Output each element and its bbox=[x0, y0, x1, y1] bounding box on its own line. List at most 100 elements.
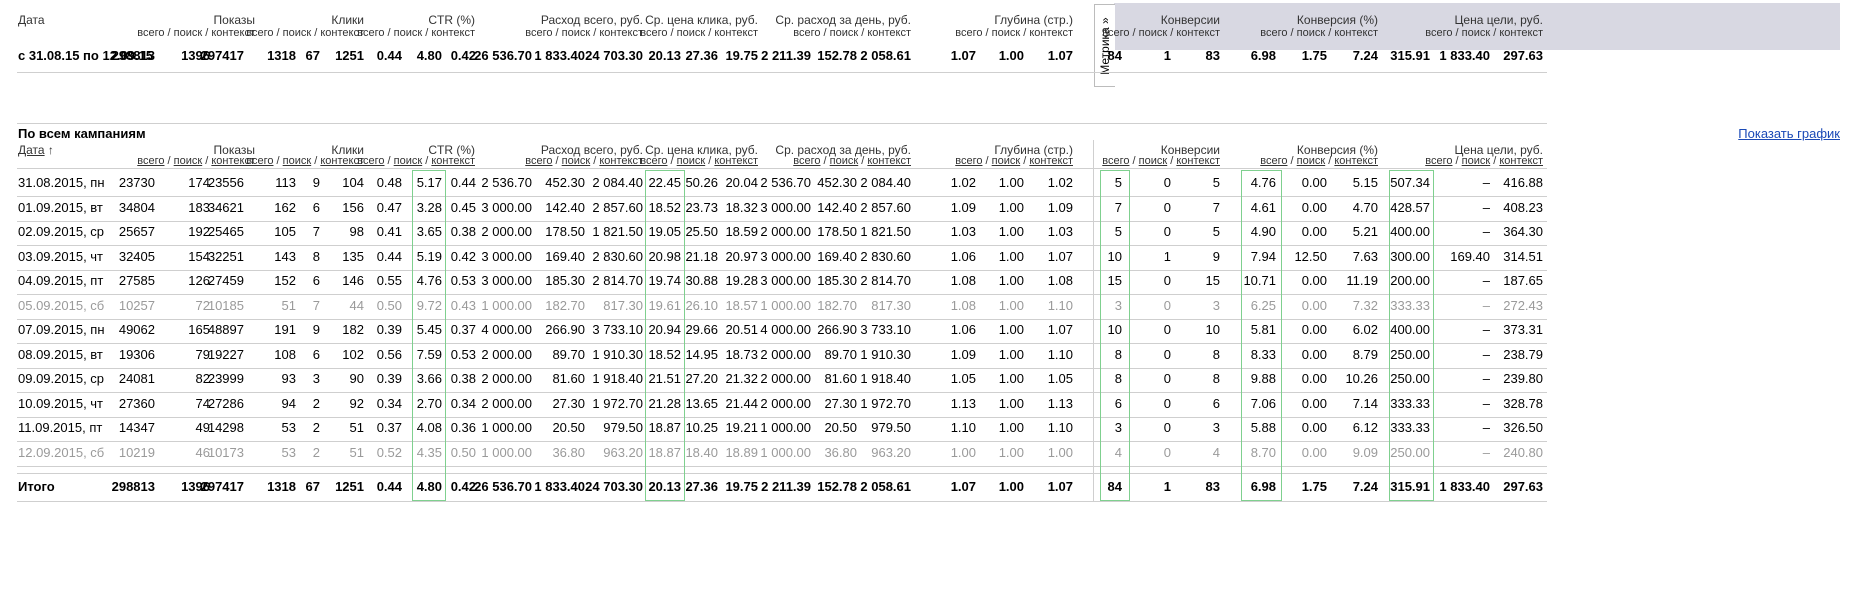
sort-all-link[interactable]: всего bbox=[955, 155, 983, 167]
period-value: 1 833.40 bbox=[534, 48, 585, 63]
table-cell: 3.28 bbox=[416, 200, 442, 215]
show-chart-link[interactable]: Показать график bbox=[1738, 126, 1840, 141]
sort-search-link[interactable]: поиск bbox=[561, 155, 591, 167]
table-cell: 0.44 bbox=[376, 249, 402, 264]
table-cell: 22.45 bbox=[648, 175, 681, 190]
table-cell: 8 bbox=[312, 249, 320, 264]
table-cell: 182.70 bbox=[817, 298, 857, 313]
sort-context-link[interactable]: контекст bbox=[431, 155, 475, 167]
sort-context-link[interactable]: контекст bbox=[1029, 155, 1073, 167]
sort-search-link[interactable]: поиск bbox=[282, 155, 312, 167]
sort-context-link[interactable]: контекст bbox=[1499, 155, 1543, 167]
table-cell: 2.70 bbox=[416, 396, 442, 411]
table-cell: 27459 bbox=[207, 273, 244, 288]
table-cell: 4 000.00 bbox=[481, 322, 532, 337]
subheader-separator: / bbox=[273, 155, 283, 167]
table-cell: 9 bbox=[1212, 249, 1220, 264]
total-value: 24 703.30 bbox=[585, 479, 643, 494]
sort-search-link[interactable]: поиск bbox=[991, 155, 1021, 167]
table-cell: 428.57 bbox=[1390, 200, 1430, 215]
metrika-column-separator bbox=[1093, 140, 1094, 501]
table-cell: 24081 bbox=[118, 371, 155, 386]
table-row bbox=[17, 196, 1547, 197]
table-group-header: CTR (%) bbox=[428, 143, 475, 157]
table-cell: 408.23 bbox=[1503, 200, 1543, 215]
sort-search-link[interactable]: поиск bbox=[393, 155, 423, 167]
sort-context-link[interactable]: контекст bbox=[1334, 155, 1378, 167]
table-cell: 0.48 bbox=[376, 175, 402, 190]
sort-context-link[interactable]: контекст bbox=[211, 155, 255, 167]
period-group-subheader: всего / поиск / контекст bbox=[357, 27, 475, 39]
date-sort-link[interactable]: Дата bbox=[18, 143, 45, 157]
sort-all-link[interactable]: всего bbox=[793, 155, 821, 167]
table-cell: 1 821.50 bbox=[860, 224, 911, 239]
sort-all-link[interactable]: всего bbox=[525, 155, 553, 167]
sort-search-link[interactable]: поиск bbox=[173, 155, 203, 167]
table-cell: 27.30 bbox=[824, 396, 857, 411]
sort-context-link[interactable]: контекст bbox=[867, 155, 911, 167]
sort-search-link[interactable]: поиск bbox=[829, 155, 859, 167]
metrika-toggle-button[interactable]: Метрика » bbox=[1094, 4, 1115, 87]
table-cell: 7.32 bbox=[1352, 298, 1378, 313]
table-cell: 4.61 bbox=[1250, 200, 1276, 215]
table-cell: 2 000.00 bbox=[481, 347, 532, 362]
table-cell: 3 000.00 bbox=[481, 200, 532, 215]
sort-context-link[interactable]: контекст bbox=[599, 155, 643, 167]
subheader-separator: / bbox=[820, 155, 830, 167]
table-cell: 1.00 bbox=[1047, 445, 1073, 460]
sort-all-link[interactable]: всего bbox=[137, 155, 165, 167]
table-cell: 174 bbox=[188, 175, 210, 190]
table-cell: 10.26 bbox=[1345, 371, 1378, 386]
table-cell: 266.90 bbox=[817, 322, 857, 337]
sort-all-link[interactable]: всего bbox=[1425, 155, 1453, 167]
table-cell: 102 bbox=[342, 347, 364, 362]
table-cell: 72 bbox=[195, 298, 210, 313]
table-row bbox=[17, 441, 1547, 442]
table-row bbox=[17, 368, 1547, 369]
table-cell: 9.88 bbox=[1250, 371, 1276, 386]
sort-all-link[interactable]: всего bbox=[246, 155, 274, 167]
table-row-date: 08.09.2015, вт bbox=[18, 347, 103, 362]
sort-context-link[interactable]: контекст bbox=[714, 155, 758, 167]
subheader-separator: / bbox=[422, 155, 432, 167]
table-cell: 2 bbox=[312, 445, 320, 460]
table-cell: 1.10 bbox=[1047, 298, 1073, 313]
period-group-subheader: всего / поиск / контекст bbox=[246, 27, 364, 39]
sort-search-link[interactable]: поиск bbox=[676, 155, 706, 167]
table-cell: 20.97 bbox=[725, 249, 758, 264]
table-cell: 0.50 bbox=[376, 298, 402, 313]
sort-context-link[interactable]: контекст bbox=[320, 155, 364, 167]
table-cell: 2 000.00 bbox=[481, 224, 532, 239]
subheader-separator: / bbox=[1020, 155, 1030, 167]
table-cell: 1.06 bbox=[950, 322, 976, 337]
table-date-header[interactable]: Дата ↑ bbox=[18, 143, 54, 157]
table-cell: 82 bbox=[195, 371, 210, 386]
table-cell: 169.40 bbox=[817, 249, 857, 264]
period-group-subheader: всего / поиск / контекст bbox=[137, 27, 255, 39]
sort-search-link[interactable]: поиск bbox=[1138, 155, 1168, 167]
sort-context-link[interactable]: контекст bbox=[1176, 155, 1220, 167]
table-cell: 416.88 bbox=[1503, 175, 1543, 190]
sort-all-link[interactable]: всего bbox=[357, 155, 385, 167]
table-cell: 11.19 bbox=[1346, 273, 1378, 288]
sort-all-link[interactable]: всего bbox=[1102, 155, 1130, 167]
subheader-separator: / bbox=[1490, 155, 1500, 167]
sort-all-link[interactable]: всего bbox=[640, 155, 668, 167]
table-cell: 12.50 bbox=[1294, 249, 1327, 264]
total-value: 1251 bbox=[335, 479, 364, 494]
table-cell: 46 bbox=[195, 445, 210, 460]
table-row bbox=[17, 417, 1547, 418]
sort-all-link[interactable]: всего bbox=[1260, 155, 1288, 167]
table-cell: 2 000.00 bbox=[760, 371, 811, 386]
table-cell: 7.14 bbox=[1352, 396, 1378, 411]
sort-search-link[interactable]: поиск bbox=[1296, 155, 1326, 167]
sort-search-link[interactable]: поиск bbox=[1461, 155, 1491, 167]
table-cell: – bbox=[1482, 420, 1490, 435]
metrika-header-band bbox=[1114, 3, 1840, 50]
table-cell: 7 bbox=[312, 298, 320, 313]
table-row-date: 11.09.2015, пт bbox=[18, 420, 103, 435]
table-cell: 1.08 bbox=[950, 273, 976, 288]
total-value: 19.75 bbox=[725, 479, 758, 494]
total-value: 20.13 bbox=[648, 479, 681, 494]
table-cell: 1.09 bbox=[1047, 200, 1073, 215]
